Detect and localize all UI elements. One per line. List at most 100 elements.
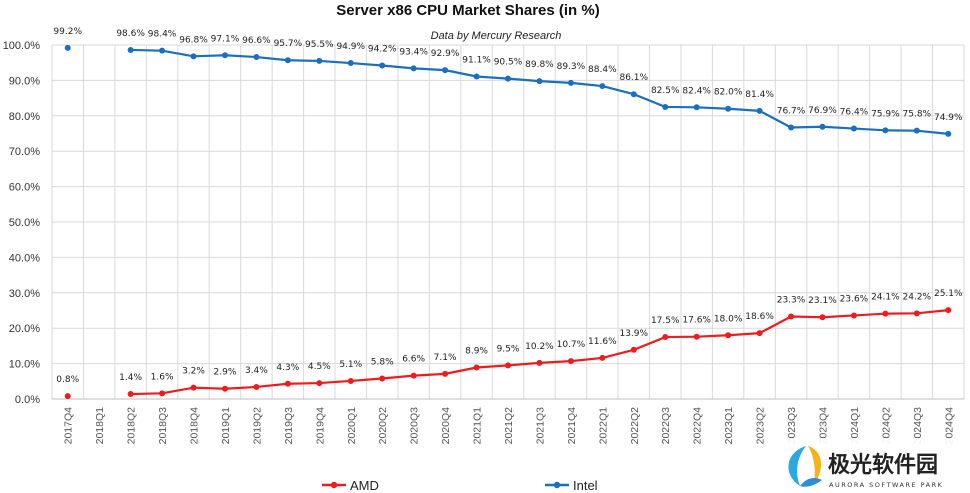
- data-point-intel[interactable]: [284, 57, 291, 64]
- data-point-intel[interactable]: [567, 79, 574, 86]
- data-point-intel[interactable]: [819, 123, 826, 130]
- data-point-intel[interactable]: [630, 91, 637, 98]
- data-point-intel[interactable]: [882, 127, 889, 134]
- data-label-intel: 96.6%: [242, 36, 271, 46]
- data-point-intel[interactable]: [913, 127, 920, 134]
- legend-item-intel[interactable]: Intel: [545, 478, 598, 493]
- x-tick-label: 2023Q3: [786, 407, 798, 445]
- data-point-intel[interactable]: [347, 60, 354, 67]
- data-label-intel: 94.2%: [368, 45, 397, 55]
- y-tick-label: 60.0%: [9, 182, 40, 194]
- series-layer: 0.8% 1.4% 1.6% 3.2% 2.9% 3.4% 4.3% 4.5% 5.1% 5.8%…: [53, 27, 963, 400]
- series-amd: 0.8% 1.4% 1.6% 3.2% 2.9% 3.4% 4.3% 4.5% 5.1% 5.8%…: [56, 289, 963, 400]
- data-label-amd: 13.9%: [619, 329, 648, 339]
- data-point-intel[interactable]: [945, 130, 952, 137]
- data-point-intel[interactable]: [159, 47, 166, 54]
- data-point-amd[interactable]: [379, 375, 386, 382]
- x-tick-label: 2022Q2: [629, 407, 641, 445]
- data-label-intel: 89.8%: [525, 60, 554, 70]
- data-point-amd[interactable]: [945, 307, 952, 314]
- data-point-intel[interactable]: [410, 65, 417, 72]
- data-point-amd[interactable]: [536, 359, 543, 366]
- data-point-intel[interactable]: [850, 125, 857, 132]
- y-tick-label: 80.0%: [9, 111, 40, 123]
- data-point-amd[interactable]: [253, 383, 260, 390]
- data-point-intel[interactable]: [64, 44, 71, 51]
- data-point-amd[interactable]: [819, 314, 826, 321]
- data-point-amd[interactable]: [882, 310, 889, 317]
- data-point-amd[interactable]: [913, 310, 920, 317]
- data-point-amd[interactable]: [127, 391, 134, 398]
- data-label-amd: 11.6%: [588, 337, 617, 347]
- data-point-amd[interactable]: [505, 362, 511, 369]
- x-tick-label: 2024Q1: [849, 407, 861, 445]
- data-point-intel[interactable]: [190, 53, 197, 60]
- data-point-intel[interactable]: [442, 67, 449, 74]
- data-point-amd[interactable]: [316, 380, 323, 387]
- data-point-intel[interactable]: [662, 103, 669, 110]
- data-label-intel: 97.1%: [211, 34, 240, 44]
- data-point-amd[interactable]: [850, 312, 857, 319]
- data-label-intel: 95.7%: [274, 39, 303, 49]
- data-label-amd: 1.6%: [151, 372, 174, 382]
- data-point-intel[interactable]: [127, 46, 134, 53]
- data-label-amd: 2.9%: [214, 368, 237, 378]
- watermark-background: [772, 438, 966, 491]
- y-tick-label: 30.0%: [9, 288, 40, 300]
- data-label-amd: 18.0%: [714, 314, 743, 324]
- data-point-intel[interactable]: [505, 75, 511, 82]
- data-point-intel[interactable]: [756, 107, 763, 114]
- data-label-intel: 76.7%: [777, 106, 806, 116]
- data-point-amd[interactable]: [630, 346, 637, 353]
- data-point-amd[interactable]: [725, 332, 732, 339]
- data-point-amd[interactable]: [788, 313, 795, 320]
- data-label-intel: 93.4%: [399, 47, 428, 57]
- data-point-intel[interactable]: [253, 54, 260, 61]
- data-label-intel: 96.8%: [179, 35, 208, 45]
- data-point-amd[interactable]: [756, 330, 763, 337]
- x-tick-label: 2018Q3: [157, 407, 169, 445]
- data-label-amd: 4.5%: [308, 362, 331, 372]
- x-tick-label: 2022Q3: [660, 407, 672, 445]
- data-point-intel[interactable]: [788, 124, 795, 131]
- data-label-intel: 89.3%: [557, 62, 586, 72]
- y-tick-label: 90.0%: [9, 75, 40, 87]
- data-point-intel[interactable]: [693, 104, 700, 111]
- y-tick-label: 70.0%: [9, 146, 40, 158]
- data-point-amd[interactable]: [159, 390, 166, 397]
- x-tick-label: 2018Q2: [126, 407, 138, 445]
- data-label-amd: 24.2%: [903, 292, 932, 302]
- x-tick-label: 2024Q4: [943, 407, 955, 445]
- data-label-intel: 75.8%: [903, 110, 932, 120]
- y-tick-label: 20.0%: [9, 323, 40, 335]
- data-label-amd: 1.4%: [119, 373, 142, 383]
- data-point-intel[interactable]: [473, 73, 480, 80]
- watermark-text-en: AURORA SOFTWARE PARK: [829, 481, 943, 489]
- data-point-intel[interactable]: [536, 78, 543, 85]
- data-point-amd[interactable]: [442, 370, 449, 377]
- legend-item-amd[interactable]: AMD: [322, 478, 379, 493]
- y-tick-label: 50.0%: [9, 217, 40, 229]
- data-point-amd[interactable]: [662, 334, 669, 341]
- data-point-intel[interactable]: [316, 57, 323, 64]
- data-point-amd[interactable]: [693, 333, 700, 340]
- data-label-amd: 17.5%: [651, 316, 680, 326]
- data-label-intel: 82.5%: [651, 86, 680, 96]
- data-point-intel[interactable]: [379, 62, 386, 69]
- x-tick-label: 2022Q4: [692, 407, 704, 445]
- data-point-amd[interactable]: [473, 364, 480, 371]
- data-point-intel[interactable]: [725, 105, 732, 112]
- data-point-amd[interactable]: [347, 377, 354, 384]
- x-tick-label: 2020Q4: [440, 407, 452, 445]
- data-point-amd[interactable]: [221, 385, 228, 392]
- data-label-amd: 9.5%: [497, 344, 520, 354]
- data-point-amd[interactable]: [284, 380, 291, 387]
- data-point-intel[interactable]: [599, 83, 606, 90]
- data-point-amd[interactable]: [599, 354, 606, 361]
- data-point-amd[interactable]: [190, 384, 197, 391]
- data-point-amd[interactable]: [64, 393, 71, 400]
- data-point-amd[interactable]: [567, 358, 574, 365]
- x-tick-label: 2024Q3: [912, 407, 924, 445]
- data-point-intel[interactable]: [221, 52, 228, 59]
- data-point-amd[interactable]: [410, 372, 417, 379]
